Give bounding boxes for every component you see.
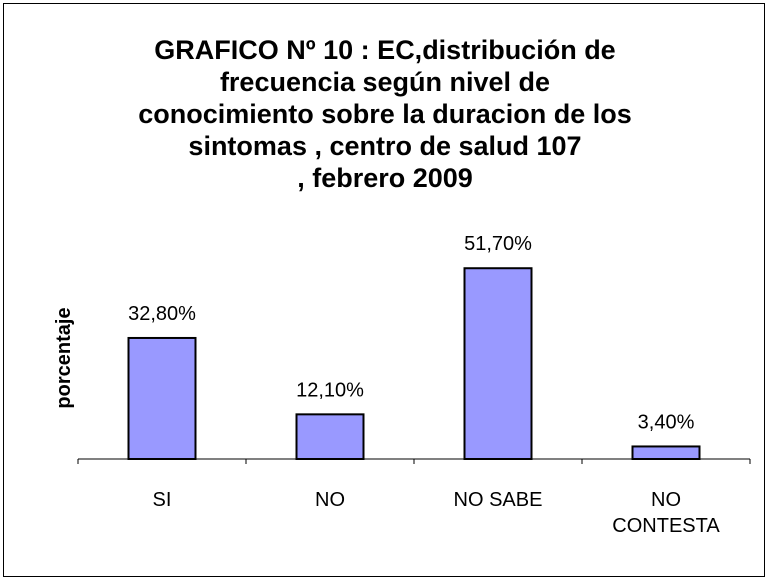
bar [127, 336, 197, 460]
value-label: 3,40% [638, 411, 695, 433]
bar [631, 445, 701, 461]
x-tick-label: SI [152, 489, 172, 511]
chart-title: GRAFICO Nº 10 : EC,distribución de frecu… [138, 35, 632, 193]
y-axis-label: porcentaje [53, 307, 75, 408]
bar [463, 267, 533, 460]
x-tick-label: NO CONTESTA [612, 489, 720, 537]
x-tick-label: NO [315, 489, 345, 511]
chart-frame [3, 3, 765, 577]
value-label: 51,70% [464, 233, 532, 255]
value-label: 32,80% [128, 303, 196, 325]
x-tick-label: NO SABE [453, 489, 543, 511]
value-label: 12,10% [296, 379, 364, 401]
bar [295, 413, 365, 461]
